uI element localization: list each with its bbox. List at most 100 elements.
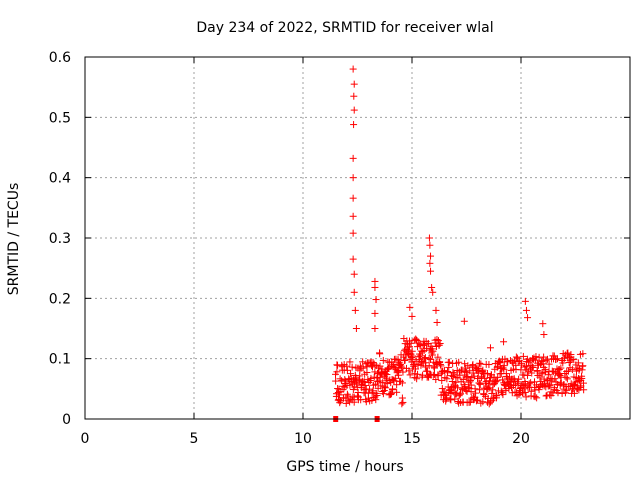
data-point [436,339,444,347]
data-point-peak [352,325,360,332]
data-point [543,376,551,384]
data-point [398,400,406,408]
data-points [332,65,588,422]
data-point [383,365,391,373]
data-point [359,364,367,372]
data-point [533,367,541,375]
data-point [545,382,553,390]
data-point [557,364,565,372]
data-point [528,362,536,370]
data-point [398,364,406,372]
data-point [574,359,582,367]
data-point [379,379,387,387]
data-point [367,374,375,382]
data-point [538,369,546,377]
data-point [387,391,395,399]
data-point [500,362,508,370]
data-point [545,360,553,368]
data-point [540,353,548,361]
data-point [412,357,420,365]
chart-title: Day 234 of 2022, SRMTID for receiver wla… [196,20,493,36]
data-point [579,379,587,387]
data-point [448,377,456,385]
data-point [432,376,440,384]
data-point [488,389,496,397]
data-point [411,365,419,373]
data-point [466,376,474,384]
data-point [578,372,586,380]
data-point [412,335,420,343]
data-point [397,360,405,368]
data-point [368,396,376,404]
data-point [414,360,422,368]
data-point [522,393,530,401]
data-point [461,367,469,375]
data-point [422,359,430,367]
data-point-peak [350,92,358,100]
data-point [373,392,381,400]
data-point [391,374,399,382]
data-point [369,358,377,366]
data-point [472,389,480,397]
data-point [397,362,405,370]
data-point [343,366,351,374]
data-point [399,368,407,376]
data-point [393,388,401,396]
data-point-peak [371,283,379,291]
data-point [399,398,407,406]
data-point [568,366,576,374]
data-point-peak [521,297,529,305]
data-point [499,376,507,384]
data-point [356,372,364,380]
data-point-peak [372,296,380,304]
data-point [562,373,570,381]
x-tick-label: 15 [403,431,421,447]
data-point-peak [349,65,357,73]
data-point [563,375,571,383]
data-point [381,384,389,392]
data-point [514,380,522,388]
data-point [406,343,414,351]
data-point [408,347,416,355]
data-point [419,341,427,349]
data-point [467,388,475,396]
data-point [570,356,578,364]
x-tick-label: 10 [294,431,312,447]
data-point [476,386,484,394]
data-point-peak [349,229,357,237]
data-point [419,348,427,356]
data-point [447,389,455,397]
data-point [485,361,493,369]
data-point [429,347,437,355]
data-point-peak [349,212,357,220]
data-point [438,377,446,385]
data-point [525,380,533,388]
data-point [455,358,463,366]
data-point [430,370,438,378]
data-point [552,355,560,363]
data-point [401,356,409,364]
data-point [373,378,381,386]
data-point [348,363,356,371]
data-point [527,379,535,387]
y-tick-label: 0 [62,412,71,428]
data-point [379,390,387,398]
data-point [556,371,564,379]
data-point [405,367,413,375]
data-point [542,357,550,365]
data-point [375,377,383,385]
data-point [560,354,568,362]
data-point [335,391,343,399]
data-point [343,362,351,370]
data-point [570,389,578,397]
data-point [361,381,369,389]
data-point [532,353,540,361]
data-point [481,374,489,382]
data-point [486,398,494,406]
data-point [397,377,405,385]
data-point [413,375,421,383]
data-point [447,396,455,404]
data-point [512,353,520,361]
data-point [350,398,358,406]
data-point [466,378,474,386]
